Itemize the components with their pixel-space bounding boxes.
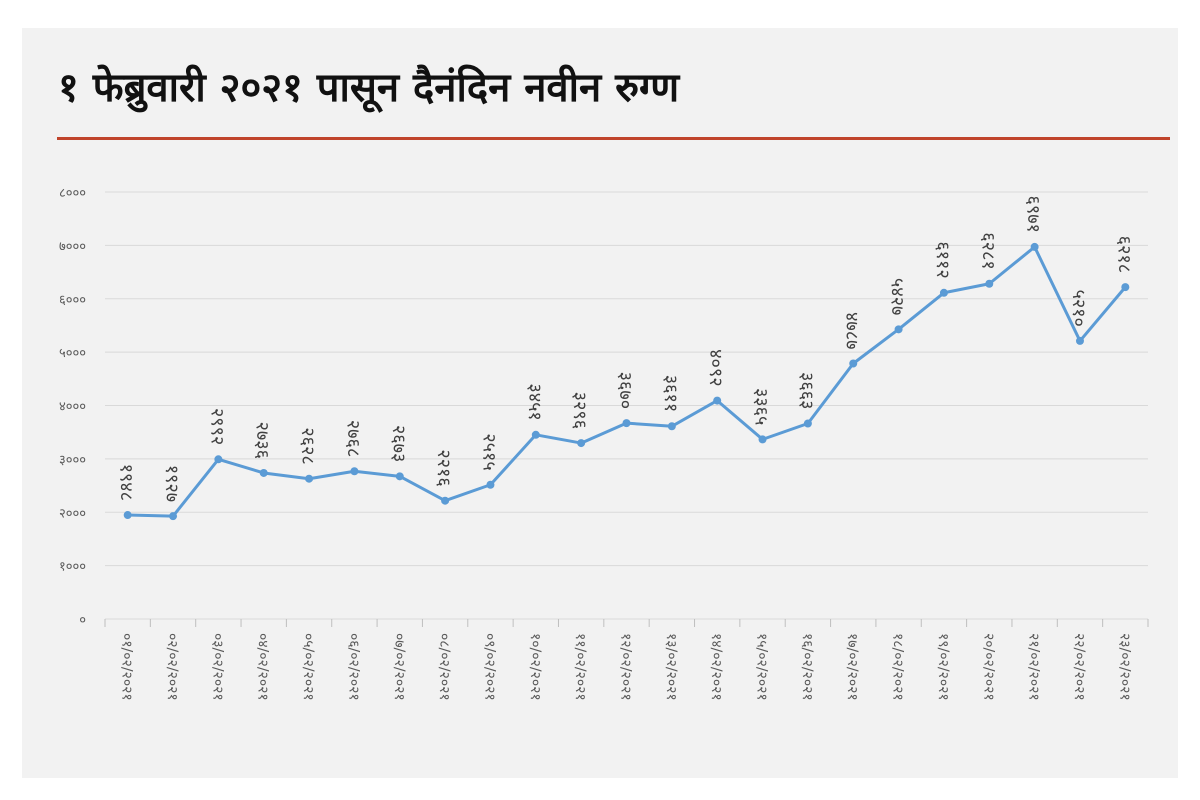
data-label: ४७८७ <box>841 312 862 349</box>
y-tick-label: ४००० <box>59 400 86 415</box>
y-tick-label: ३००० <box>59 453 86 468</box>
x-tick-label: ०३/०२/२०२१ <box>209 633 225 701</box>
data-point <box>622 419 631 428</box>
x-tick-label: २३/०२/२०२१ <box>1116 633 1132 701</box>
data-label: २७६८ <box>342 420 363 457</box>
x-tick-label: ०८/०२/२०२१ <box>436 633 452 701</box>
y-tick-label: २००० <box>59 506 86 521</box>
data-point <box>1121 283 1130 292</box>
data-point <box>803 419 812 428</box>
data-point <box>1075 336 1084 345</box>
data-label: २६२८ <box>297 427 318 464</box>
data-point <box>441 496 450 505</box>
x-tick-label: १४/०२/२०२१ <box>708 633 724 701</box>
data-label: ६११२ <box>932 241 953 278</box>
data-label: ३४५१ <box>524 383 545 420</box>
chart-title: १ फेब्रुवारी २०२१ पासून दैनंदिन नवीन रुग… <box>58 65 680 111</box>
data-label: ३६७० <box>615 372 636 409</box>
x-tick-label: २२/०२/२०२१ <box>1071 633 1087 701</box>
data-point <box>849 359 858 368</box>
x-tick-label: १२/०२/२०२१ <box>618 633 634 701</box>
data-point <box>123 511 132 520</box>
x-tick-label: ०७/०२/२०२१ <box>391 633 407 701</box>
chart-panel <box>22 28 1178 778</box>
data-label: ३६६३ <box>796 372 817 409</box>
x-tick-label: २०/०२/२०२१ <box>980 633 996 701</box>
x-tick-label: ०२/०२/२०२१ <box>164 633 180 701</box>
x-tick-label: ०१/०२/२०२१ <box>119 633 135 701</box>
x-tick-label: ०६/०२/२०२१ <box>345 633 361 701</box>
data-label: ६२८१ <box>977 232 998 269</box>
data-label: २५१५ <box>478 433 499 470</box>
data-point <box>577 439 586 448</box>
data-point <box>531 430 540 439</box>
data-point <box>939 288 948 297</box>
data-point <box>713 396 722 405</box>
data-point <box>395 472 404 481</box>
data-point <box>1030 242 1039 251</box>
data-label: ४०९२ <box>705 349 726 386</box>
x-tick-label: ०९/०२/२०२१ <box>481 633 497 701</box>
x-tick-label: १३/०२/२०२१ <box>663 633 679 701</box>
data-point <box>350 467 359 476</box>
data-point <box>894 325 903 334</box>
y-tick-label: ६००० <box>59 293 86 308</box>
data-label: ६२१८ <box>1113 236 1134 273</box>
y-tick-label: ८००० <box>59 186 86 201</box>
title-underline <box>57 137 1170 140</box>
data-point <box>985 279 994 288</box>
x-tick-label: १६/०२/२०२१ <box>799 633 815 701</box>
data-label: १९४८ <box>116 464 137 501</box>
data-label: २७३६ <box>252 422 273 459</box>
x-tick-label: २१/०२/२०२१ <box>1026 633 1042 701</box>
data-point <box>667 422 676 431</box>
data-label: ५४२७ <box>887 278 908 315</box>
data-label: ३२९६ <box>569 392 590 429</box>
y-tick-label: ० <box>79 613 86 628</box>
data-point <box>305 474 314 483</box>
data-label: ३३६५ <box>751 388 772 425</box>
data-label: ३६११ <box>660 375 681 412</box>
x-tick-label: ०४/०२/२०२१ <box>255 633 271 701</box>
data-point <box>169 512 178 521</box>
data-point <box>758 435 767 444</box>
data-point <box>486 480 495 489</box>
x-tick-label: ११/०२/२०२१ <box>572 633 588 701</box>
x-tick-label: १९/०२/२०२१ <box>935 633 951 701</box>
x-tick-label: १५/०२/२०२१ <box>754 633 770 701</box>
data-label: २६७३ <box>388 425 409 462</box>
x-tick-label: ०५/०२/२०२१ <box>300 633 316 701</box>
data-label: २२१६ <box>433 449 454 486</box>
data-point <box>214 455 223 464</box>
data-label: ६९७१ <box>1023 195 1044 232</box>
data-label: २९९२ <box>206 408 227 445</box>
data-label: १९२७ <box>161 465 182 502</box>
x-tick-label: १८/०२/२०२१ <box>890 633 906 701</box>
y-tick-label: १००० <box>59 560 86 575</box>
data-label: ५२१० <box>1068 289 1089 326</box>
x-tick-label: १०/०२/२०२१ <box>527 633 543 701</box>
data-point <box>259 468 268 477</box>
x-tick-label: १७/०२/२०२१ <box>844 633 860 701</box>
y-tick-label: ७००० <box>59 239 86 254</box>
y-tick-label: ५००० <box>59 346 86 361</box>
